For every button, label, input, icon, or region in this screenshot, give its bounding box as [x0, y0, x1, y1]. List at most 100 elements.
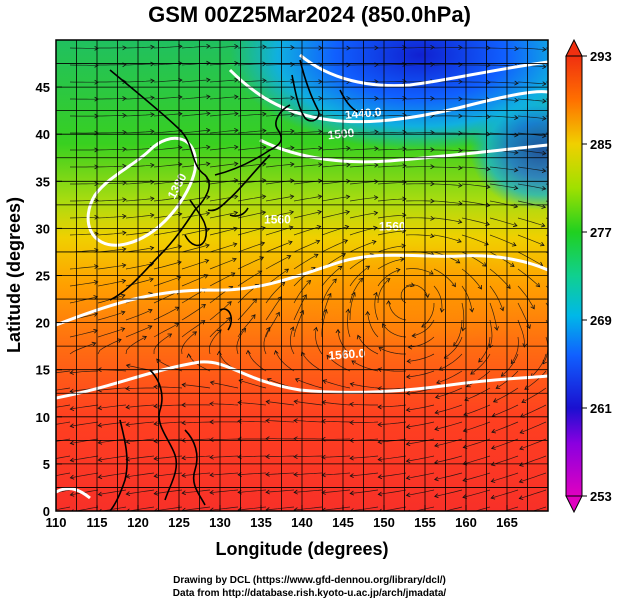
streamline-arrow: [421, 323, 426, 328]
streamline-arrow: [273, 349, 279, 355]
credits: Drawing by DCL (https://www.gfd-dennou.o…: [0, 574, 619, 600]
streamline: [70, 370, 99, 374]
streamline: [70, 421, 99, 427]
streamline-arrow: [541, 204, 547, 209]
streamline-arrow: [125, 422, 130, 427]
streamline: [491, 472, 519, 482]
streamline: [210, 472, 239, 476]
streamline-arrow: [374, 79, 379, 85]
streamline-arrow: [373, 225, 378, 231]
streamline: [321, 420, 351, 423]
streamline: [378, 489, 407, 495]
streamline: [181, 421, 211, 424]
streamline: [210, 506, 239, 511]
streamline: [265, 64, 294, 66]
streamline: [489, 200, 518, 208]
streamline: [322, 401, 351, 406]
streamline-arrow: [458, 165, 463, 171]
streamline-arrow: [349, 473, 354, 479]
streamline-arrow: [514, 80, 519, 86]
streamline: [125, 325, 152, 338]
streamline: [181, 331, 197, 355]
streamline: [434, 455, 463, 464]
streamline-arrow: [156, 358, 161, 364]
colorbar-tick-label: 277: [590, 225, 612, 240]
streamline-arrow: [306, 279, 312, 285]
streamline-arrow: [288, 225, 294, 231]
streamline: [405, 284, 429, 298]
streamline-arrow: [97, 422, 103, 428]
streamline-arrow: [542, 46, 547, 52]
streamline: [97, 264, 126, 270]
streamline-arrow: [556, 342, 560, 346]
streamline-arrow: [265, 418, 270, 424]
streamline: [265, 255, 291, 270]
streamline-arrow: [150, 78, 155, 84]
streamline: [517, 268, 540, 287]
streamline-arrow: [125, 491, 131, 496]
streamline: [97, 339, 122, 355]
streamline: [70, 404, 99, 410]
streamline-arrow: [261, 210, 267, 216]
streamline: [461, 285, 473, 312]
streamline: [97, 280, 126, 287]
streamline-arrow: [405, 424, 411, 430]
streamline: [521, 387, 547, 403]
streamline: [377, 258, 404, 270]
streamline-arrow: [402, 163, 407, 169]
streamline-arrow: [94, 264, 99, 270]
streamline-arrow: [405, 441, 411, 447]
streamline: [293, 472, 323, 475]
streamline-arrow: [97, 491, 103, 497]
streamline-arrow: [499, 306, 505, 312]
streamline: [97, 182, 127, 185]
streamline: [531, 506, 547, 511]
streamline-arrow: [150, 112, 155, 118]
streamline: [293, 310, 304, 338]
streamline: [69, 296, 98, 304]
streamline-arrow: [257, 270, 263, 275]
streamline: [433, 47, 462, 49]
streamline-arrow: [542, 98, 547, 104]
streamline-arrow: [318, 178, 323, 184]
streamline: [378, 472, 407, 478]
streamline-arrow: [293, 454, 298, 460]
streamline: [489, 234, 517, 246]
streamline: [520, 421, 547, 434]
streamline: [349, 164, 378, 168]
streamline-arrow: [514, 149, 519, 155]
streamline: [209, 212, 238, 219]
streamline: [209, 96, 238, 100]
streamline: [405, 132, 435, 134]
streamline: [405, 234, 434, 237]
streamline-arrow: [519, 512, 523, 516]
streamline-arrow: [260, 241, 266, 246]
streamline: [377, 245, 406, 253]
streamline-arrow: [514, 115, 519, 120]
streamline: [266, 401, 295, 406]
streamline-arrow: [178, 111, 183, 117]
streamline: [321, 226, 349, 236]
streamline-arrow: [186, 353, 192, 358]
streamline: [293, 97, 323, 100]
streamline-arrow: [466, 382, 471, 388]
streamline: [461, 234, 489, 246]
streamline: [182, 489, 211, 494]
streamline-arrow: [94, 45, 99, 51]
streamline: [377, 230, 406, 236]
streamline: [517, 115, 546, 120]
streamline: [350, 383, 379, 389]
streamline-arrow: [122, 197, 127, 203]
streamline-arrow: [377, 404, 382, 410]
streamline-arrow: [284, 268, 290, 273]
streamline-arrow: [262, 78, 267, 84]
streamline-arrow: [209, 489, 214, 495]
streamline: [461, 183, 490, 188]
streamline-arrow: [322, 379, 328, 384]
streamline: [492, 404, 519, 417]
streamline-arrow: [290, 145, 295, 151]
streamline: [125, 181, 154, 185]
streamline-arrow: [402, 79, 407, 84]
streamline-arrow: [150, 213, 155, 218]
